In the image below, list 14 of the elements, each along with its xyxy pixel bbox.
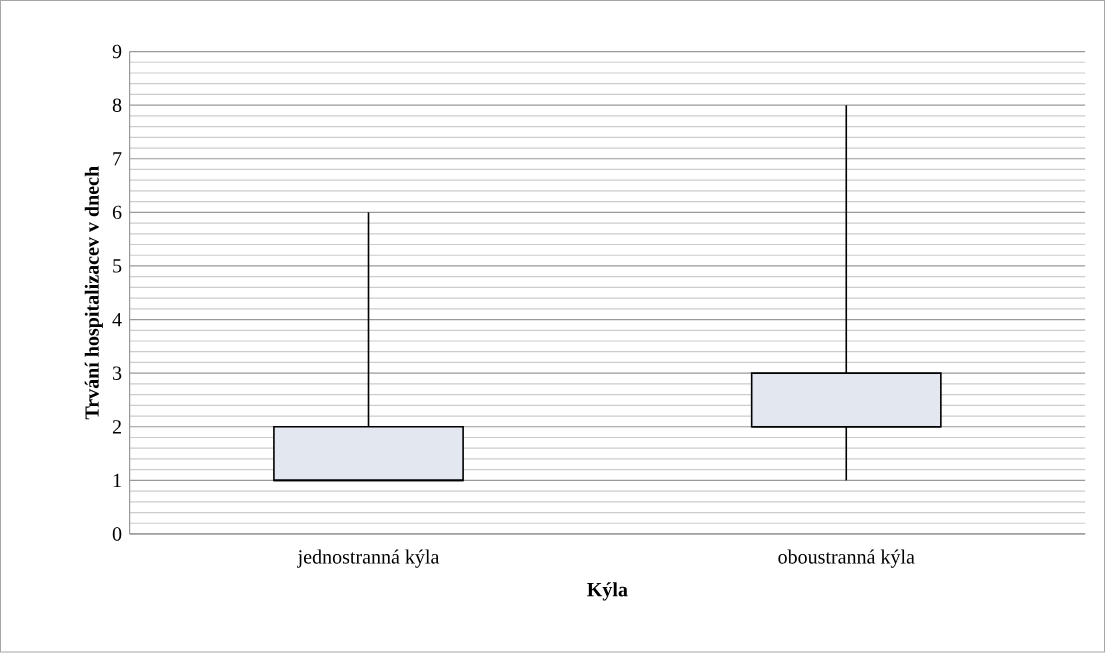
y-axis-title: Trvání hospitalizacev v dnech bbox=[84, 166, 103, 420]
y-tick-label: 5 bbox=[113, 259, 122, 273]
x-tick-label: oboustranná kýla bbox=[778, 549, 915, 568]
x-axis-title: Kýla bbox=[587, 582, 628, 601]
y-tick-label: 2 bbox=[112, 420, 121, 434]
y-tick-label: 6 bbox=[112, 205, 122, 220]
y-tick-label: 8 bbox=[112, 98, 122, 113]
y-tick-label: 1 bbox=[113, 473, 121, 488]
y-tick-label: 7 bbox=[113, 152, 122, 166]
y-tick-label: 9 bbox=[112, 45, 122, 59]
y-tick-label: 3 bbox=[113, 366, 122, 381]
y-tick-label: 4 bbox=[112, 313, 122, 327]
x-tick-label: jednostranná kýla bbox=[297, 549, 440, 568]
y-tick-label: 0 bbox=[112, 527, 122, 541]
